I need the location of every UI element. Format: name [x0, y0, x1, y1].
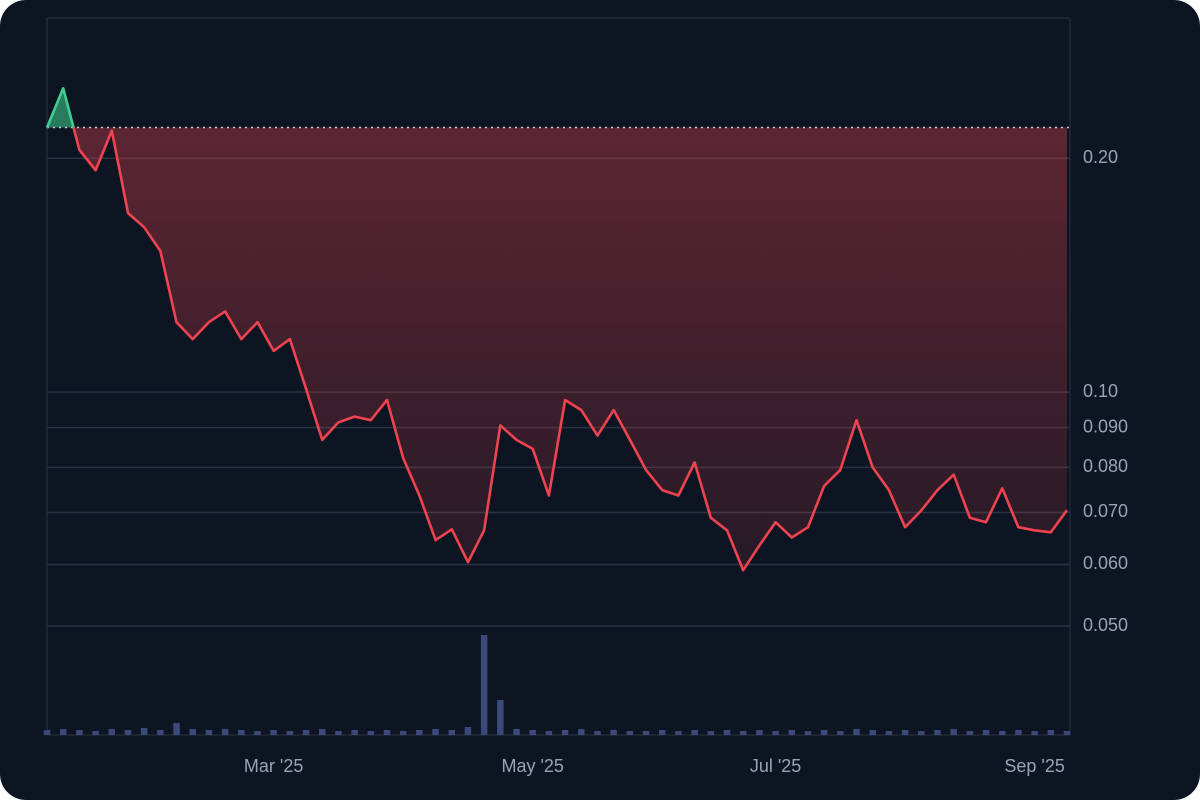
volume-bar [238, 730, 245, 735]
x-tick-label: Sep '25 [1004, 756, 1065, 776]
volume-bar [157, 730, 164, 735]
volume-bar [173, 723, 180, 735]
x-tick-label: Mar '25 [244, 756, 303, 776]
volume-bar [448, 730, 455, 735]
volume-bar [820, 730, 828, 735]
volume-bar [723, 730, 731, 735]
volume-bar [788, 730, 795, 735]
volume-bar [108, 729, 115, 735]
volume-bar [513, 729, 520, 735]
y-tick-label: 0.070 [1083, 501, 1128, 521]
volume-bar [367, 731, 375, 735]
volume-bar [1031, 731, 1038, 735]
y-tick-label: 0.080 [1083, 456, 1128, 476]
y-tick-label: 0.060 [1083, 553, 1128, 573]
volume-bar [221, 729, 229, 735]
volume-bar [642, 731, 650, 735]
volume-bar [885, 731, 893, 735]
volume-bar [950, 729, 957, 735]
volume-bar [92, 731, 99, 735]
volume-bar [76, 730, 83, 735]
volume-bar [691, 730, 698, 735]
area [47, 88, 1067, 571]
volume-bar [1015, 730, 1022, 735]
volume-bar [545, 731, 553, 735]
volume-bar [756, 730, 763, 735]
volume-bar [497, 700, 504, 735]
x-tick-label: Jul '25 [750, 756, 801, 776]
volume-bar [1063, 731, 1071, 735]
volume-bar [189, 729, 196, 735]
volume-bar [594, 731, 601, 735]
volume-bar [124, 730, 132, 735]
volume-bar [853, 729, 860, 735]
volume-bar [254, 731, 261, 735]
x-tick-label: May '25 [501, 756, 563, 776]
volume-bar [480, 635, 488, 735]
volume-bar [270, 730, 277, 735]
volume-bar [626, 731, 634, 735]
volume-bar [610, 730, 617, 735]
volume-bar [869, 730, 876, 735]
volume-bar [804, 731, 812, 735]
volume-bar [934, 730, 941, 735]
volume-bar [140, 728, 148, 735]
volume-bar [707, 731, 715, 735]
volume-bar [837, 731, 844, 735]
volume-bar [399, 731, 407, 735]
volume-bar [982, 730, 990, 735]
volume-bar [351, 730, 358, 735]
volume-bar [772, 731, 779, 735]
volume-bar [739, 731, 747, 735]
volume-bar [335, 731, 342, 735]
volume-bar [1047, 730, 1055, 735]
y-tick-label: 0.090 [1083, 416, 1128, 436]
volume-bar [561, 730, 569, 735]
volume-bar [59, 729, 67, 735]
volume-bar [205, 730, 213, 735]
volume-bar [319, 729, 326, 735]
volume-bar [999, 731, 1006, 735]
volume-bar [286, 731, 294, 735]
volume-bar [383, 730, 391, 735]
volume-bar [918, 731, 925, 735]
volume-bar [416, 730, 423, 735]
y-tick-label: 0.20 [1083, 147, 1118, 167]
volume-bar [43, 730, 51, 735]
volume-bar [529, 730, 536, 735]
y-tick-label: 0.050 [1083, 615, 1128, 635]
volume-bar [432, 729, 439, 735]
volume-bar [578, 729, 585, 735]
price-line [45, 87, 1069, 572]
volume-bar [675, 731, 682, 735]
volume-bar [966, 731, 974, 735]
volume-bar [659, 730, 666, 735]
y-tick-label: 0.10 [1083, 381, 1118, 401]
volume-bar [464, 727, 472, 735]
volume-bar [901, 730, 909, 735]
volume-bar [302, 730, 310, 735]
